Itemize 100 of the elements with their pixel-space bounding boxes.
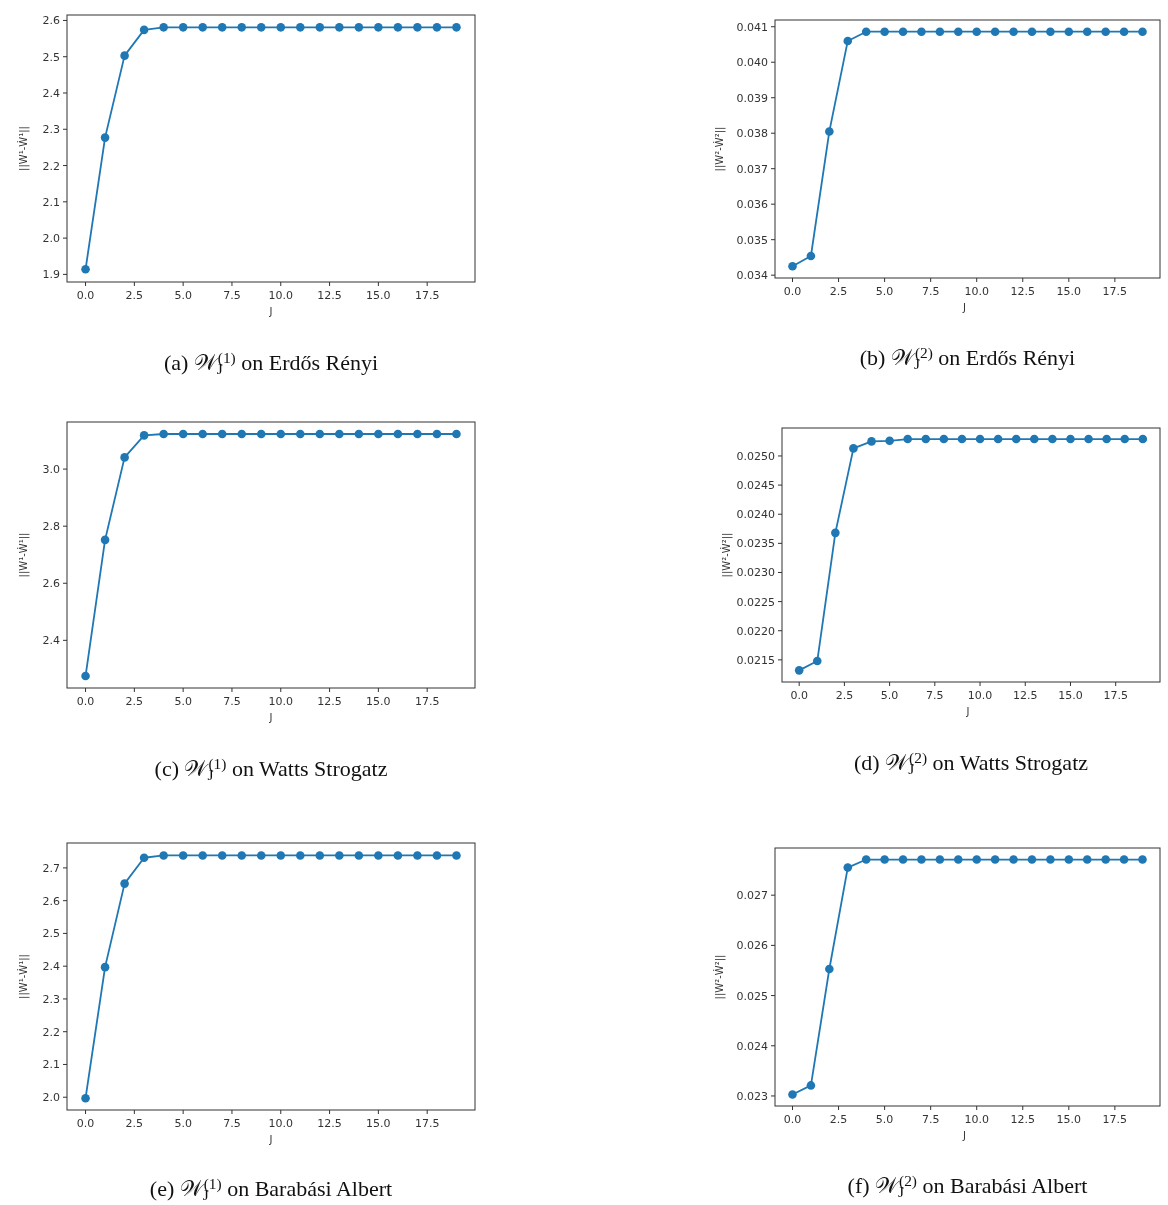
y-tick-label: 2.1: [42, 1058, 60, 1072]
point: [81, 1093, 90, 1103]
x-tick-label: 5.0: [875, 285, 894, 298]
point: [1138, 855, 1147, 864]
y-axis-title: ||W¹-Ẇ¹||: [17, 532, 30, 578]
y-tick-label: 2.0: [42, 232, 60, 246]
x-axis-title: J: [268, 306, 273, 317]
y-axis-title: ||W²-Ẇ²||: [720, 532, 733, 578]
y-tick-label: 2.3: [42, 992, 60, 1006]
point: [120, 879, 129, 888]
x-tick-label: 5.0: [174, 1117, 192, 1130]
point: [237, 23, 247, 32]
y-tick-label: 0.0245: [736, 479, 775, 493]
point: [237, 429, 247, 439]
y-tick-label: 0.024: [736, 1039, 768, 1053]
text: (a) 𝒲$_{J}$$^{(1)}$ on Erdős Rényi: [163, 349, 379, 377]
x-tick-label: 10.0: [268, 1117, 294, 1130]
point: [452, 429, 461, 439]
point: [1120, 434, 1130, 444]
text: (e) 𝒲$_{J}$$^{(1)}$ on Barabási Albert: [149, 1175, 393, 1203]
point: [198, 429, 207, 439]
point: [452, 23, 461, 32]
point: [1119, 855, 1129, 864]
point: [953, 27, 963, 37]
point: [788, 261, 797, 271]
x-tick-label: 2.5: [829, 1113, 848, 1126]
point: [217, 23, 227, 32]
y-tick-label: 0.025: [736, 989, 768, 1003]
point: [81, 265, 90, 274]
x-axis-title: J: [962, 302, 966, 313]
x-tick-label: 7.5: [926, 689, 944, 702]
point: [1064, 27, 1074, 37]
x-tick-label: 5.0: [880, 689, 899, 702]
point: [139, 431, 149, 440]
x-tick-label: 2.5: [125, 695, 144, 708]
point: [100, 535, 110, 545]
x-tick-label: 0.0: [76, 1117, 95, 1130]
y-tick-label: 2.4: [42, 87, 60, 100]
x-axis-title: J: [268, 1134, 273, 1145]
y-tick-label: 0.040: [736, 56, 768, 70]
point: [880, 855, 889, 864]
x-tick-label: 10.0: [967, 689, 993, 702]
x-tick-label: 7.5: [921, 1113, 940, 1126]
y-tick-label: 2.2: [42, 1025, 60, 1039]
point: [1009, 855, 1018, 864]
x-axis-title: J: [965, 706, 970, 717]
point: [178, 23, 188, 32]
point: [794, 666, 804, 675]
point: [374, 23, 383, 32]
point: [413, 851, 422, 860]
point: [159, 429, 168, 439]
point: [432, 851, 442, 860]
point: [335, 429, 344, 439]
y-tick-label: 0.0250: [736, 449, 775, 463]
point: [921, 434, 931, 444]
y-axis-title: ||W²-Ẇ²||: [713, 954, 726, 1000]
y-tick-label: 0.0235: [736, 537, 775, 551]
x-tick-label: 7.5: [223, 289, 241, 302]
point: [880, 27, 889, 37]
x-tick-label: 0.0: [790, 689, 808, 702]
x-tick-label: 12.5: [317, 1117, 342, 1130]
point: [939, 434, 949, 444]
point: [843, 863, 853, 872]
y-tick-label: 2.2: [42, 159, 60, 173]
x-tick-label: 10.0: [964, 1113, 989, 1126]
x-tick-label: 17.5: [1102, 285, 1128, 298]
x-tick-label: 17.5: [1103, 689, 1128, 702]
x-tick-label: 10.0: [268, 695, 294, 708]
point: [139, 853, 149, 863]
y-axis-title: ||W¹-Ẇ¹||: [17, 954, 30, 999]
y-tick-label: 2.4: [42, 634, 60, 648]
point: [256, 851, 266, 860]
y-tick-label: 0.0240: [736, 508, 775, 522]
y-tick-label: 0.027: [736, 889, 768, 903]
point: [1046, 27, 1055, 37]
y-tick-label: 0.036: [736, 198, 768, 212]
y-tick-label: 0.023: [736, 1089, 768, 1103]
point: [374, 851, 383, 860]
x-tick-label: 17.5: [1102, 1113, 1128, 1126]
point: [276, 429, 286, 439]
point: [788, 1090, 797, 1099]
point: [452, 851, 461, 860]
x-tick-label: 2.5: [835, 689, 854, 702]
y-tick-label: 1.9: [42, 268, 60, 282]
point: [198, 851, 207, 860]
point: [217, 429, 227, 439]
point: [898, 27, 908, 37]
point: [1066, 434, 1075, 444]
point: [120, 51, 129, 60]
point: [806, 251, 816, 261]
point: [1082, 27, 1092, 37]
point: [354, 429, 364, 439]
point: [825, 127, 834, 136]
y-tick-label: 0.0225: [736, 595, 775, 609]
y-tick-label: 2.5: [42, 50, 60, 64]
point: [1027, 855, 1037, 864]
point: [120, 453, 129, 462]
point: [335, 851, 344, 860]
y-tick-label: 2.5: [42, 927, 60, 941]
point: [159, 23, 168, 32]
